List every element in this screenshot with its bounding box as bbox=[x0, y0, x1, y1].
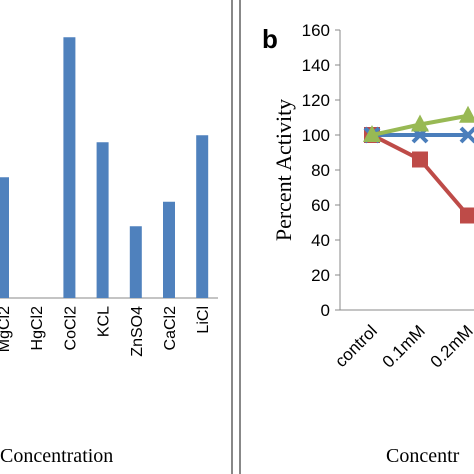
bar bbox=[63, 37, 76, 298]
x-tick-label: CoCl2 bbox=[62, 306, 79, 351]
y-tick-label: 140 bbox=[302, 56, 330, 75]
bar bbox=[0, 177, 9, 298]
marker bbox=[411, 114, 429, 132]
bar bbox=[129, 226, 142, 298]
y-tick-label: 120 bbox=[302, 91, 330, 110]
y-tick-label: 0 bbox=[321, 301, 330, 320]
y-axis-title: Percent Activity bbox=[271, 99, 296, 241]
x-tick-label: CaCl2 bbox=[162, 306, 179, 351]
x-tick-label: KCL bbox=[96, 306, 113, 337]
y-tick-label: 100 bbox=[302, 126, 330, 145]
marker bbox=[459, 105, 474, 123]
x-tick-label: LiCl bbox=[195, 306, 212, 334]
bar bbox=[163, 201, 175, 298]
y-tick-label: 160 bbox=[302, 21, 330, 40]
x-tick-label: HgCl2 bbox=[29, 306, 46, 351]
y-tick-label: 40 bbox=[311, 231, 330, 250]
marker bbox=[459, 126, 474, 144]
x-axis-title: Concentration bbox=[0, 445, 113, 467]
bar bbox=[96, 142, 109, 298]
y-tick-label: 80 bbox=[311, 161, 330, 180]
bar bbox=[196, 135, 209, 298]
x-tick-label: MgCl2 bbox=[0, 306, 13, 352]
y-tick-label: 60 bbox=[311, 196, 330, 215]
marker bbox=[363, 125, 381, 142]
panel-label: b bbox=[262, 24, 278, 54]
marker bbox=[412, 151, 428, 168]
x-tick-label: ZnSO4 bbox=[129, 306, 146, 357]
x-axis-title: Concentr bbox=[386, 445, 460, 467]
marker bbox=[460, 207, 474, 224]
y-tick-label: 20 bbox=[311, 266, 330, 285]
